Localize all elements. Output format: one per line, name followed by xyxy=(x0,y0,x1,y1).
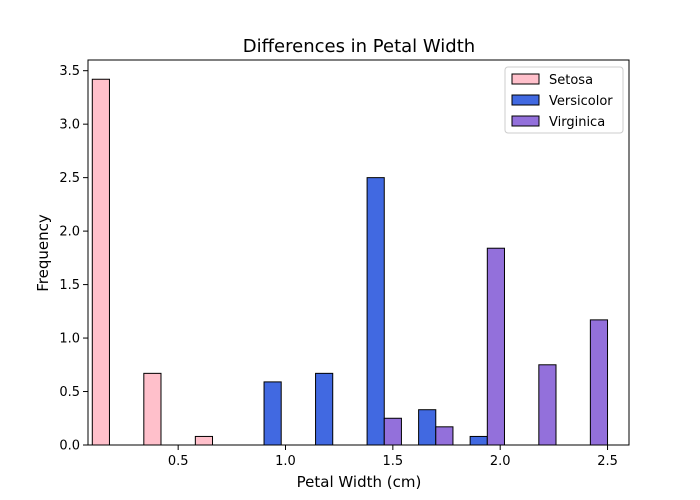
legend-swatch-versicolor xyxy=(511,94,540,106)
y-tick-label: 1.5 xyxy=(59,278,80,293)
bar-virginica-7 xyxy=(486,247,505,446)
y-axis-label: Frequency xyxy=(34,214,52,292)
bar-versicolor-3 xyxy=(263,381,282,446)
x-tick-label: 2.0 xyxy=(490,454,511,469)
x-tick-label: 2.5 xyxy=(597,454,618,469)
bar-virginica-8 xyxy=(538,364,557,446)
bar-versicolor-6 xyxy=(418,409,437,446)
legend-label-setosa: Setosa xyxy=(549,73,593,88)
y-tick-label: 3.5 xyxy=(59,64,80,79)
bars-group xyxy=(91,78,609,446)
y-tick-label: 2.5 xyxy=(59,171,80,186)
y-tick-label: 1.0 xyxy=(59,332,80,347)
bar-versicolor-7 xyxy=(469,435,488,446)
bar-setosa-2 xyxy=(194,435,214,446)
bar-virginica-6 xyxy=(435,426,454,446)
legend: Setosa Versicolor Virginica xyxy=(504,66,624,134)
y-tick-label: 2.0 xyxy=(59,225,80,240)
x-tick-label: 1.5 xyxy=(383,454,404,469)
y-tick-label: 0.5 xyxy=(59,385,80,400)
y-tick-label: 0.0 xyxy=(59,439,80,454)
x-axis-ticks: 0.5 1.0 1.5 2.0 2.5 xyxy=(168,445,618,469)
bar-virginica-5 xyxy=(383,417,402,446)
bar-versicolor-5 xyxy=(366,177,385,446)
y-tick-label: 3.0 xyxy=(59,118,80,133)
x-tick-label: 0.5 xyxy=(168,454,189,469)
legend-label-virginica: Virginica xyxy=(549,115,605,130)
legend-label-versicolor: Versicolor xyxy=(549,94,613,109)
legend-swatch-setosa xyxy=(511,73,540,85)
x-axis-label: Petal Width (cm) xyxy=(297,473,422,491)
plot-frame xyxy=(87,59,630,446)
bar-versicolor-4 xyxy=(315,372,334,446)
bar-setosa-1 xyxy=(143,372,162,446)
bar-setosa-0 xyxy=(91,78,110,446)
legend-swatch-virginica xyxy=(511,115,540,127)
bar-virginica-9 xyxy=(589,319,609,446)
x-tick-label: 1.0 xyxy=(275,454,296,469)
y-axis-ticks: 0.0 0.5 1.0 1.5 2.0 2.5 3.0 3.5 xyxy=(59,64,88,454)
chart-title: Differences in Petal Width xyxy=(243,36,475,57)
